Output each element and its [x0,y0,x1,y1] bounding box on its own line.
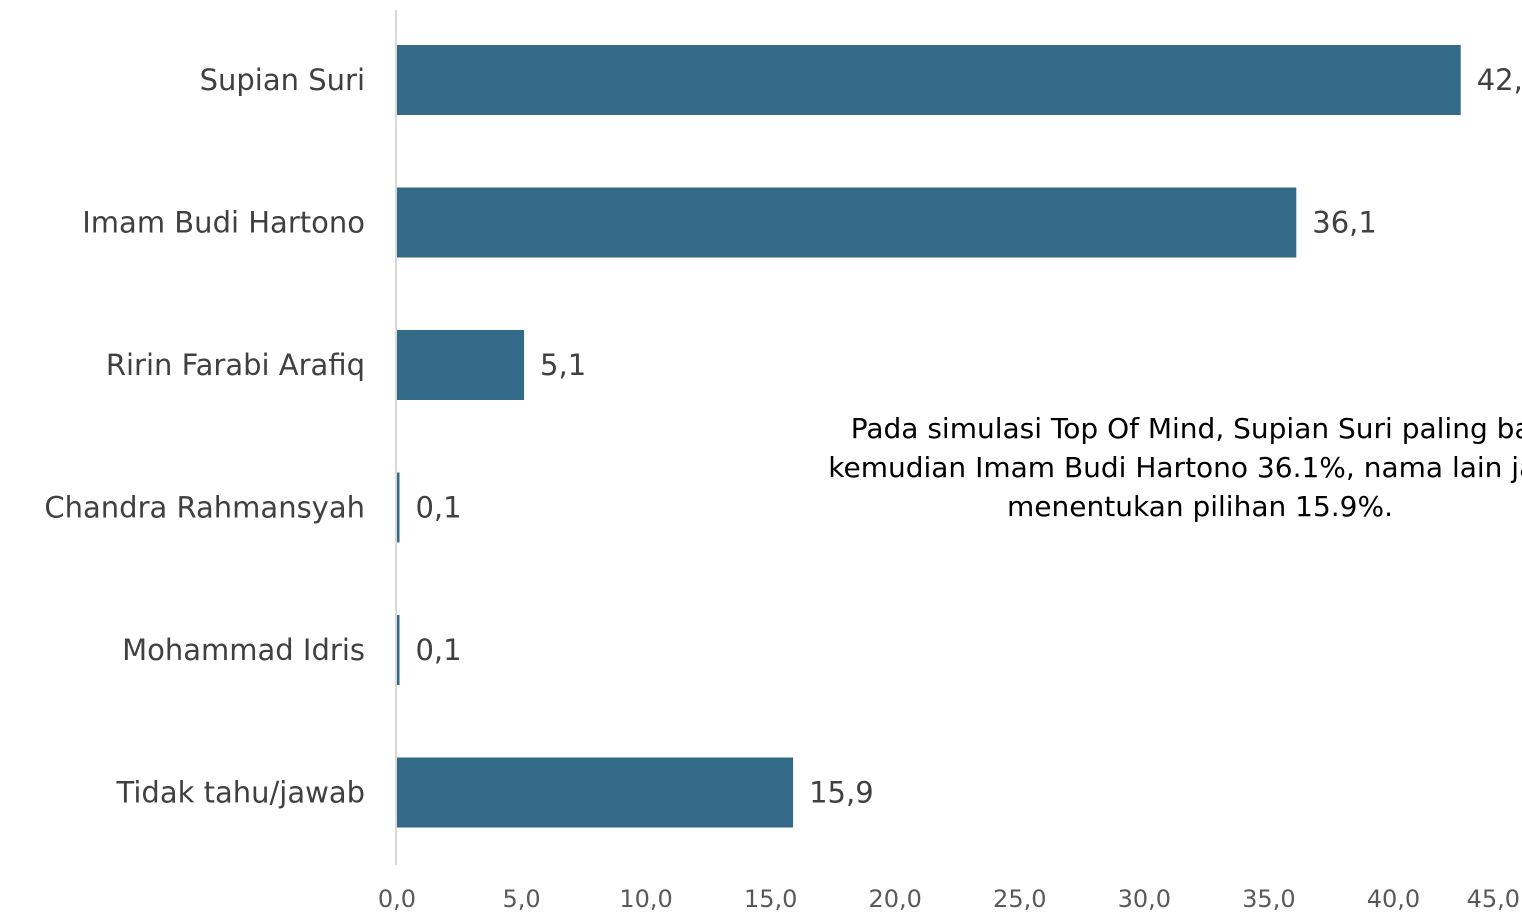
data-label: 5,1 [540,348,586,382]
x-tick-label: 30,0 [1118,885,1171,913]
annotation-line-2: kemudian Imam Budi Hartono 36.1%, nama l… [828,451,1522,484]
data-label: 36,1 [1312,206,1377,240]
x-tick-label: 25,0 [993,885,1046,913]
x-tick-label: 5,0 [502,885,540,913]
annotation-line-1: Pada simulasi Top Of Mind, Supian Suri p… [850,412,1522,445]
bar [397,757,794,828]
annotation-text: Pada simulasi Top Of Mind, Supian Suri p… [700,409,1522,526]
x-tick-label: 40,0 [1367,885,1420,913]
bar [397,330,525,400]
bar [397,45,1461,115]
x-tick-label: 15,0 [744,885,797,913]
category-label: Mohammad Idris [122,633,365,667]
category-label: Chandra Rahmansyah [44,491,365,525]
x-tick-label: 0,0 [378,885,416,913]
category-label: Imam Budi Hartono [82,206,365,240]
x-tick-label: 35,0 [1242,885,1295,913]
category-label: Ririn Farabi Arafiq [106,348,365,382]
data-label: 0,1 [415,633,461,667]
x-tick-label: 20,0 [869,885,922,913]
category-label: Tidak tahu/jawab [116,776,365,810]
annotation-line-3: menentukan pilihan 15.9%. [1007,490,1393,523]
data-label: 15,9 [809,776,874,810]
bar [397,187,1297,258]
data-label: 42,7 [1477,63,1522,97]
x-tick-label: 45,0 [1467,885,1520,913]
category-label: Supian Suri [200,63,365,97]
bar [397,615,400,685]
bar [397,472,400,543]
data-label: 0,1 [415,491,461,525]
x-tick-label: 10,0 [619,885,672,913]
